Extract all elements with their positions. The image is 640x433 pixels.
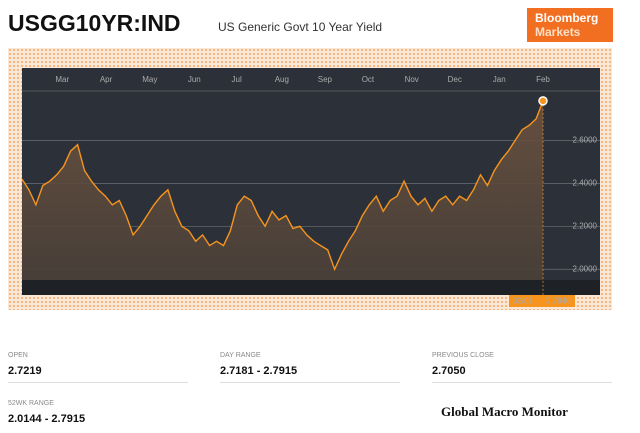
x-tick-label: Jun — [188, 75, 201, 84]
x-tick-label: Aug — [275, 75, 289, 84]
x-tick-label: Jul — [232, 75, 242, 84]
last-point — [538, 96, 548, 106]
stat: PREVIOUS CLOSE 2.7050 — [432, 352, 612, 383]
watermark: Global Macro Monitor — [441, 404, 568, 419]
stat-label: 52WK RANGE — [8, 400, 54, 407]
x-tick-label: Oct — [362, 75, 375, 84]
logo-line: Bloomberg — [535, 11, 599, 25]
stat: DAY RANGE 2.7181 - 2.7915 — [220, 352, 400, 383]
stat-value: 2.7219 — [8, 365, 42, 377]
stat: OPEN 2.7219 — [8, 352, 188, 383]
stat-label: PREVIOUS CLOSE — [432, 352, 494, 359]
x-tick-label: Sep — [318, 75, 333, 84]
last-tag — [509, 295, 575, 307]
stat-label: OPEN — [8, 352, 28, 359]
area — [22, 100, 543, 281]
last-date: 02/01 — [513, 297, 534, 306]
stat: 52WK RANGE 2.0144 - 2.7915 — [8, 400, 188, 428]
x-tick-label: Feb — [536, 75, 550, 84]
logo-line: Markets — [535, 25, 581, 39]
line — [21, 100, 544, 272]
x-tick-label: Jan — [493, 75, 506, 84]
x-tick-label: Apr — [100, 75, 113, 84]
description: US Generic Govt 10 Year Yield — [218, 20, 383, 34]
x-tick-label: Dec — [448, 75, 462, 84]
last-value: 2.7840 — [546, 297, 571, 306]
bottom-strip — [22, 280, 600, 295]
stat-value: 2.0144 - 2.7915 — [8, 413, 86, 425]
y-tick-label: 2.6000 — [573, 136, 598, 145]
y-tick-label: 2.2000 — [573, 221, 598, 230]
logo: Bloomberg Markets — [527, 8, 613, 42]
stat-label: DAY RANGE — [220, 352, 261, 359]
y-tick-label: 2.4000 — [573, 178, 598, 187]
stat-value: 2.7181 - 2.7915 — [220, 365, 298, 377]
x-tick-label: May — [142, 75, 157, 84]
x-tick-label: Mar — [55, 75, 69, 84]
stat-value: 2.7050 — [432, 365, 466, 377]
ticker: USGG10YR:IND — [8, 10, 181, 36]
x-tick-label: Nov — [405, 75, 419, 84]
y-tick-label: 2.0000 — [573, 264, 598, 273]
chart: Mar Apr May Jun Jul Aug Sep Oct Nov Dec Jan Feb 2.00… — [21, 68, 600, 307]
